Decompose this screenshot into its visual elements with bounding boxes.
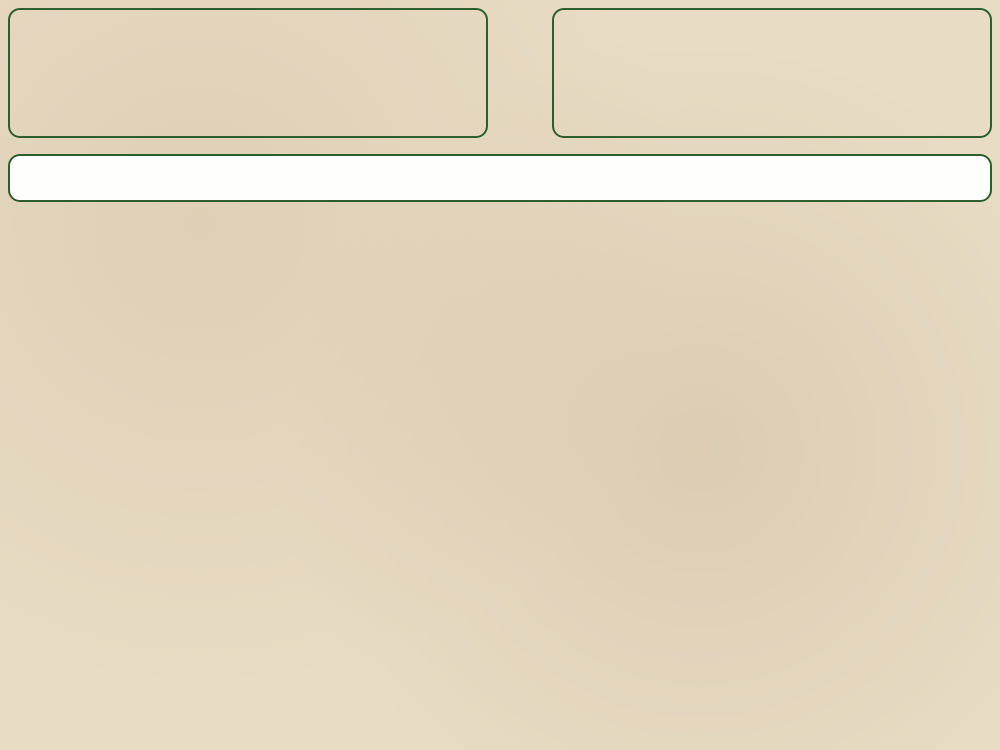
front-nine-map [8,8,488,138]
back-nine-map [552,8,992,138]
hole-maps-container [8,8,992,138]
footer-panel [8,154,992,202]
